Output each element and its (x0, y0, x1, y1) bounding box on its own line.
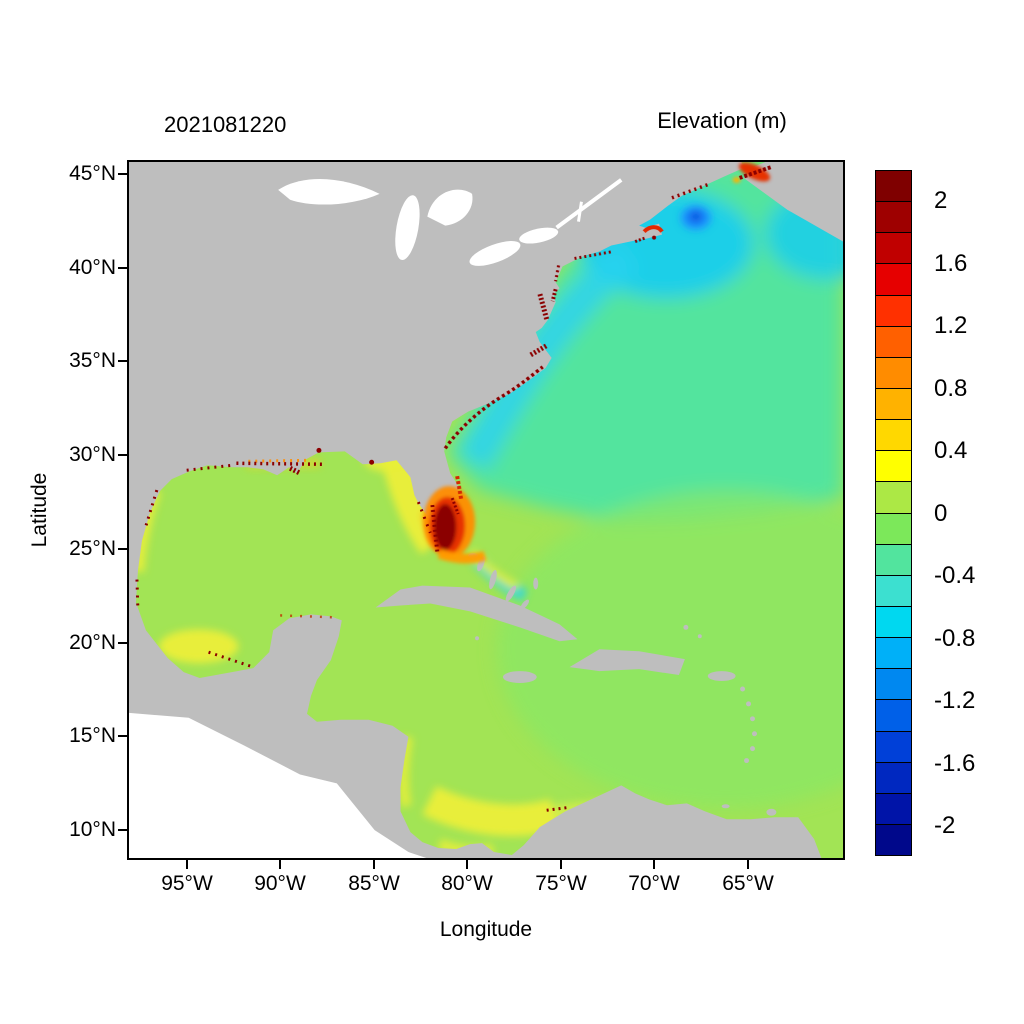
colorbar-block (876, 606, 911, 638)
colorbar-block (876, 326, 911, 357)
colorbar-tick-label: 2 (934, 187, 948, 214)
colorbar (875, 170, 912, 856)
x-tick-mark (186, 860, 188, 869)
colorbar-block (876, 451, 911, 482)
colorbar-tick-label: 0 (934, 500, 948, 527)
land-nova-scotia (743, 162, 843, 242)
campeche-band (158, 629, 239, 664)
colorbar-block (876, 264, 911, 295)
x-tick-mark (373, 860, 375, 869)
map-plot-frame (127, 160, 845, 860)
colorbar-block (876, 575, 911, 606)
coastal-surge-features (135, 162, 773, 812)
colorbar-block (876, 669, 911, 700)
colorbar-block (876, 295, 911, 326)
y-tick-label: 20°N (69, 631, 116, 654)
colorbar-block (876, 233, 911, 264)
x-tick-label: 65°W (722, 872, 774, 895)
colorbar-block (876, 638, 911, 669)
x-tick-mark (466, 860, 468, 869)
colorbar-block (876, 357, 911, 388)
se-florida-surge-core (434, 504, 457, 550)
colorbar-tick-label: 0.8 (934, 375, 968, 402)
colorbar-block (876, 171, 911, 202)
x-tick-label: 90°W (254, 872, 306, 895)
colorbar-tick-label: 1.2 (934, 312, 968, 339)
x-tick-mark (747, 860, 749, 869)
colorbar-block (876, 420, 911, 451)
colorbar-block (876, 731, 911, 762)
y-tick-mark (118, 360, 127, 362)
x-tick-mark (653, 860, 655, 869)
louisiana-coast-speckles (236, 461, 324, 467)
florida-straits-band (437, 549, 487, 564)
colorbar-tick-label: -1.2 (934, 687, 976, 714)
y-tick-label: 30°N (69, 443, 116, 466)
x-axis-title: Longitude (439, 918, 533, 941)
pacific-outside-domain (129, 712, 427, 858)
colorbar-tick-label: -2 (934, 812, 956, 839)
y-tick-label: 10°N (69, 818, 116, 841)
colorbar-title: Elevation (m) (657, 108, 787, 133)
x-tick-label: 95°W (161, 872, 213, 895)
island-jamaica (502, 671, 537, 684)
colorbar-block (876, 762, 911, 793)
x-tick-mark (279, 860, 281, 869)
y-tick-mark (118, 548, 127, 550)
island-hispaniola (569, 649, 685, 676)
y-tick-label: 45°N (69, 162, 116, 185)
land-north-america (129, 162, 822, 858)
y-tick-label: 35°N (69, 349, 116, 372)
chesapeake-speckles (537, 292, 550, 320)
y-axis-title: Latitude (28, 472, 51, 548)
x-tick-label: 85°W (348, 872, 400, 895)
island-cuba (375, 585, 578, 642)
sc-ga-coast-speckles (443, 365, 544, 450)
plot-title-datestamp: 2021081220 (164, 112, 287, 137)
colorbar-tick-label: 1.6 (934, 250, 968, 277)
islands (375, 553, 777, 816)
colorbar-block (876, 202, 911, 233)
colorbar-block (876, 544, 911, 575)
colorbar-block (876, 513, 911, 544)
colombia-coast-band (422, 785, 560, 837)
y-tick-mark (118, 735, 127, 737)
y-tick-mark (118, 454, 127, 456)
cape-cod-surge-arc (642, 225, 664, 234)
x-tick-label: 80°W (441, 872, 493, 895)
colorbar-block (876, 793, 911, 824)
island-puerto-rico (707, 671, 736, 682)
y-tick-label: 25°N (69, 537, 116, 560)
x-tick-label: 75°W (535, 872, 587, 895)
colorbar-tick-label: -0.8 (934, 625, 976, 652)
colorbar-tick-label: -1.6 (934, 750, 976, 777)
colorbar-tick-label: 0.4 (934, 437, 968, 464)
x-tick-label: 70°W (628, 872, 680, 895)
y-tick-label: 40°N (69, 256, 116, 279)
x-tick-mark (560, 860, 562, 869)
colorbar-block (876, 482, 911, 513)
colorbar-tick-label: -0.4 (934, 562, 976, 589)
colorbar-block (876, 824, 911, 856)
colorbar-block (876, 388, 911, 420)
map-canvas (129, 162, 843, 858)
colorbar-block (876, 700, 911, 731)
y-tick-label: 15°N (69, 724, 116, 747)
great-lakes (278, 178, 623, 266)
y-tick-mark (118, 267, 127, 269)
elevation-field-broad (445, 162, 843, 809)
y-tick-mark (118, 642, 127, 644)
y-tick-mark (118, 829, 127, 831)
y-tick-mark (118, 173, 127, 175)
